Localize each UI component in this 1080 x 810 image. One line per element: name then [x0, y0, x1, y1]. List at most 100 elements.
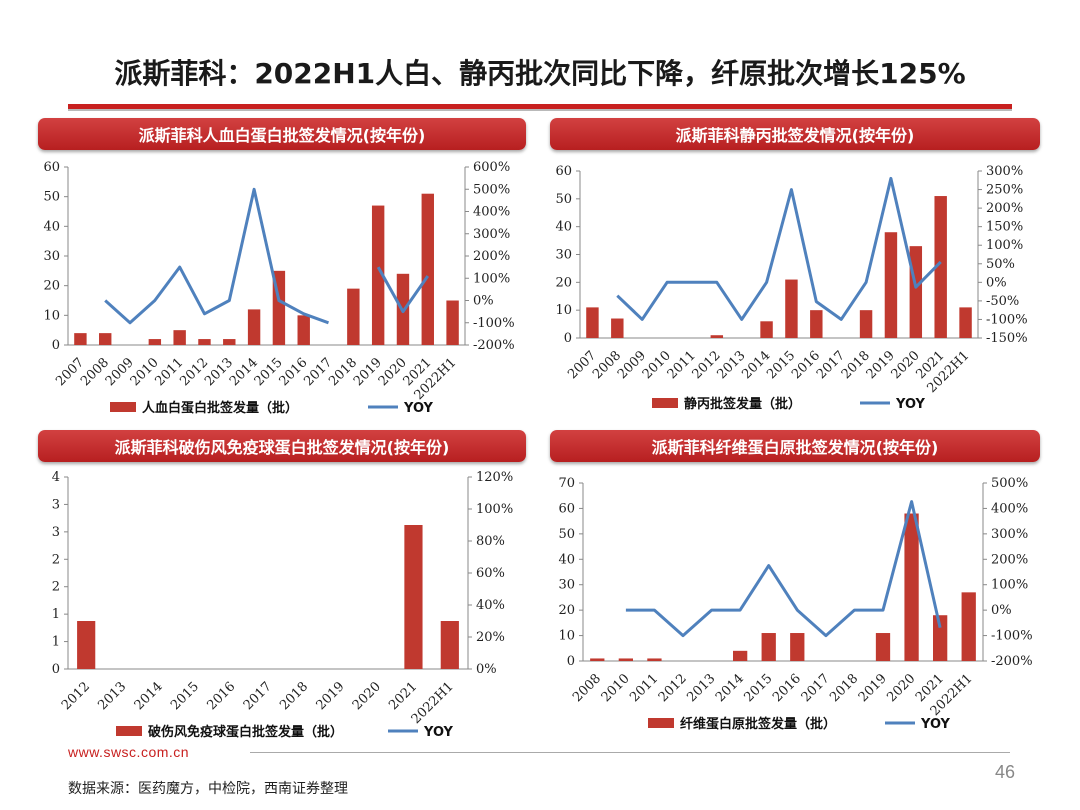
left-tick-label: 20 [43, 279, 60, 294]
right-tick-label: -100% [473, 316, 515, 331]
x-tick-label: 2015 [252, 355, 286, 389]
left-tick-label: 30 [558, 578, 575, 593]
legend-bar-swatch [116, 726, 142, 736]
bar [884, 232, 898, 338]
left-tick-label: 30 [555, 248, 572, 263]
right-tick-label: 250% [986, 183, 1023, 198]
title-underline [68, 104, 1012, 109]
albumin-chart: 0 10 20 30 40 50 60 -200% -100% 0% 100% 200% 300% 400… [43, 160, 515, 416]
right-tick-label: -200% [473, 338, 515, 353]
x-tick-label: 2016 [277, 355, 311, 389]
bar [785, 279, 798, 338]
right-tick-label: 200% [991, 552, 1028, 567]
x-tick-label: 2016 [204, 679, 238, 713]
right-tick-label: -150% [986, 331, 1028, 346]
x-tick-label: 2009 [615, 348, 649, 382]
bar [790, 633, 805, 661]
x-tick-label: 2018 [326, 355, 360, 389]
x-tick-label: 2013 [95, 679, 129, 713]
footer-divider [250, 752, 1010, 753]
left-tick-label: 0 [564, 331, 572, 346]
right-tick-label: -100% [986, 312, 1028, 327]
bar [933, 615, 948, 661]
right-tick-label: 300% [986, 164, 1023, 179]
yoy-line [625, 500, 942, 638]
legend-bar-label: 静丙批签发量（批） [684, 396, 801, 412]
left-tick-label: 2 [52, 580, 60, 595]
bar [223, 339, 236, 345]
bar [404, 525, 423, 669]
x-tick-label: 2009 [103, 355, 137, 389]
bar [247, 309, 261, 345]
legend-bar-swatch [110, 402, 136, 412]
x-tick-label: 2021 [386, 679, 420, 713]
bar [440, 621, 459, 669]
page-title: 派斯菲科：2022H1人白、静丙批次同比下降，纤原批次增长125% [114, 57, 966, 90]
x-tick-label: 2019 [856, 671, 890, 705]
right-tick-label: 100% [991, 578, 1028, 593]
footer-url[interactable]: www.swsc.com.cn [68, 744, 190, 760]
right-tick-label: 200% [986, 201, 1023, 216]
right-tick-label: 500% [991, 476, 1028, 491]
x-tick-label: 2020 [889, 348, 923, 382]
chart-1-header: 派斯菲科人血白蛋白批签发情况(按年份) [38, 118, 526, 150]
right-tick-label: 150% [986, 220, 1023, 235]
page-number: 46 [995, 762, 1016, 782]
x-tick-label: 2017 [241, 679, 275, 713]
x-tick-label: 2014 [132, 679, 166, 713]
x-tick-label: 2014 [713, 671, 747, 705]
x-tick-label: 2014 [739, 348, 773, 382]
left-tick-label: 50 [555, 192, 572, 207]
bar [74, 333, 87, 345]
right-tick-label: 100% [986, 238, 1023, 253]
left-tick-label: 30 [43, 249, 60, 264]
right-tick-label: 500% [473, 182, 510, 197]
x-tick-label: 2010 [128, 355, 162, 389]
x-tick-label: 2018 [827, 671, 861, 705]
bar [961, 592, 976, 661]
left-tick-label: 10 [43, 308, 60, 323]
left-tick-label: 40 [555, 220, 572, 235]
x-tick-label: 2015 [168, 679, 202, 713]
bar [934, 196, 947, 338]
right-tick-label: 40% [476, 598, 505, 613]
left-tick-label: 40 [43, 219, 60, 234]
x-tick-label: 2016 [770, 671, 804, 705]
x-tick-label: 2014 [227, 355, 261, 389]
right-tick-label: 50% [986, 257, 1015, 272]
bar [347, 288, 360, 345]
x-tick-label: 2012 [690, 348, 724, 382]
bar [733, 650, 748, 661]
left-tick-label: 4 [52, 470, 60, 485]
right-tick-label: 400% [473, 205, 510, 220]
x-tick-label: 2015 [764, 348, 798, 382]
x-tick-label: 2008 [590, 348, 624, 382]
fibrinogen-chart: 0 10 20 30 40 50 60 70 -200% -100% 0% 100% 200% 300% 4… [558, 476, 1033, 732]
right-tick-label: 20% [476, 630, 505, 645]
legend-line-label: YOY [895, 397, 926, 412]
right-tick-label: -200% [991, 654, 1033, 669]
yoy-line [104, 187, 430, 325]
right-tick-label: 300% [473, 227, 510, 242]
bar [446, 300, 459, 345]
legend-line-label: YOY [423, 725, 454, 740]
left-tick-label: 0 [52, 338, 60, 353]
x-tick-label: 2011 [152, 355, 186, 389]
left-tick-label: 60 [43, 160, 60, 175]
x-tick-label: 2012 [656, 671, 690, 705]
bar [173, 330, 186, 345]
x-tick-label: 2017 [301, 355, 335, 389]
chart-4-header: 派斯菲科纤维蛋白原批签发情况(按年份) [550, 430, 1040, 462]
legend-bar-swatch [648, 718, 674, 728]
x-tick-label: 2019 [864, 348, 898, 382]
bar [371, 205, 385, 345]
right-tick-label: 0% [473, 294, 494, 309]
x-tick-label: 2007 [53, 355, 87, 389]
right-tick-label: 120% [476, 470, 513, 485]
bar [586, 307, 599, 338]
right-tick-label: 300% [991, 527, 1028, 542]
data-source-note: 数据来源：医药魔方，中检院，西南证券整理 [68, 781, 348, 797]
bar [590, 658, 605, 661]
bar [421, 193, 434, 345]
